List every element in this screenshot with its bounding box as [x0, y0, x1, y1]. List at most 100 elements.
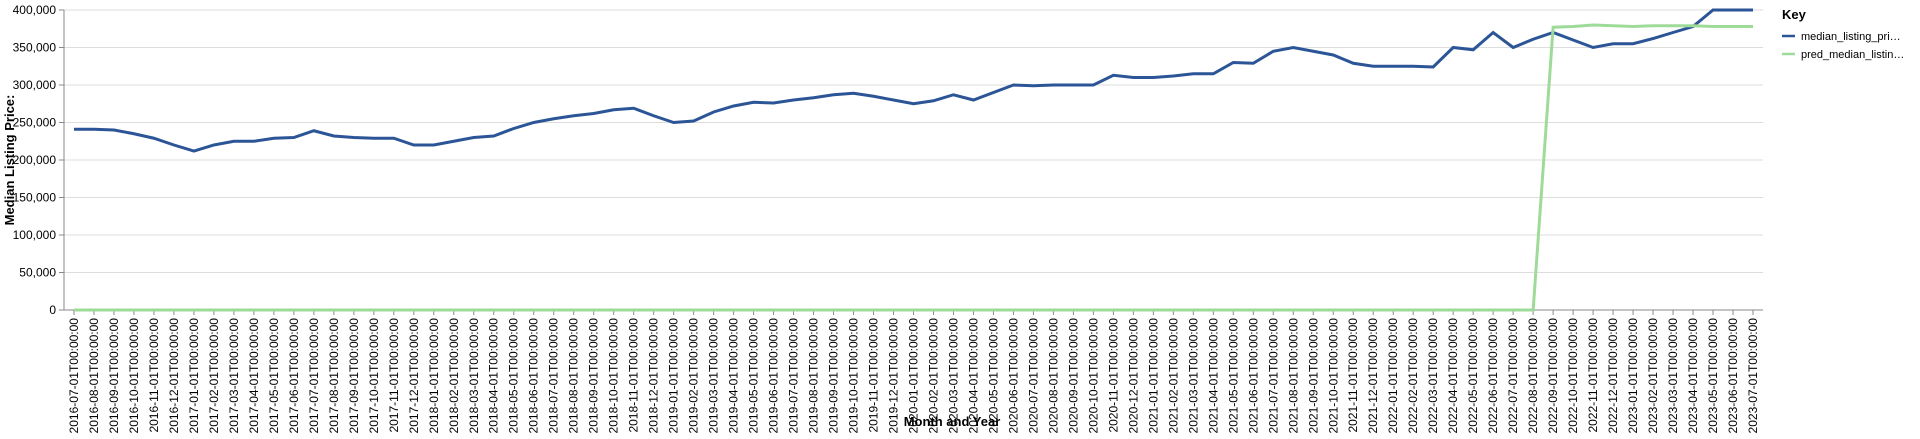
x-tick-label: 2020-08-01T00:00:00 [1046, 318, 1060, 434]
x-tick-label: 2017-10-01T00:00:00 [367, 318, 381, 434]
x-tick-label: 2023-02-01T00:00:00 [1646, 318, 1660, 434]
x-tick-label: 2019-02-01T00:00:00 [687, 318, 701, 434]
x-tick-label: 2021-11-01T00:00:00 [1346, 318, 1360, 433]
x-tick-label: 2018-01-01T00:00:00 [427, 318, 441, 434]
x-tick-label: 2018-06-01T00:00:00 [527, 318, 541, 434]
y-axis-title: Median Listing Price: [2, 95, 17, 226]
x-tick-label: 2019-04-01T00:00:00 [727, 318, 741, 434]
x-tick-label: 2022-12-01T00:00:00 [1606, 318, 1620, 434]
x-tick-label: 2017-08-01T00:00:00 [327, 318, 341, 434]
x-tick-label: 2023-05-01T00:00:00 [1706, 318, 1720, 434]
x-tick-label: 2019-10-01T00:00:00 [847, 318, 861, 434]
x-tick-label: 2022-10-01T00:00:00 [1566, 318, 1580, 434]
x-tick-label: 2022-09-01T00:00:00 [1546, 318, 1560, 434]
x-tick-label: 2017-03-01T00:00:00 [227, 318, 241, 434]
x-tick-label: 2019-09-01T00:00:00 [827, 318, 841, 434]
x-tick-label: 2017-06-01T00:00:00 [287, 318, 301, 434]
x-tick-label: 2017-07-01T00:00:00 [307, 318, 321, 434]
x-tick-label: 2023-06-01T00:00:00 [1726, 318, 1740, 434]
legend-label: median_listing_pri… [1801, 31, 1901, 43]
x-tick-label: 2023-01-01T00:00:00 [1626, 318, 1640, 434]
x-tick-label: 2020-07-01T00:00:00 [1026, 318, 1040, 434]
x-tick-label: 2017-01-01T00:00:00 [187, 318, 201, 434]
x-tick-label: 2018-02-01T00:00:00 [447, 318, 461, 434]
x-tick-label: 2019-05-01T00:00:00 [747, 318, 761, 434]
x-tick-label: 2018-05-01T00:00:00 [507, 318, 521, 434]
x-tick-label: 2022-07-01T00:00:00 [1506, 318, 1520, 434]
x-axis-title: Month and Year [904, 414, 1001, 429]
x-tick-label: 2020-03-01T00:00:00 [946, 318, 960, 434]
x-tick-label: 2022-08-01T00:00:00 [1526, 318, 1540, 434]
legend-title: Key [1782, 7, 1807, 22]
y-tick-label: 100,000 [13, 228, 57, 242]
y-tick-label: 300,000 [13, 78, 57, 92]
x-tick-label: 2020-05-01T00:00:00 [986, 318, 1000, 434]
x-tick-label: 2017-04-01T00:00:00 [247, 318, 261, 434]
x-tick-label: 2022-03-01T00:00:00 [1426, 318, 1440, 434]
x-tick-label: 2019-03-01T00:00:00 [707, 318, 721, 434]
x-tick-label: 2020-06-01T00:00:00 [1006, 318, 1020, 434]
x-tick-label: 2016-07-01T00:00:00 [67, 318, 81, 434]
x-tick-label: 2019-07-01T00:00:00 [787, 318, 801, 434]
x-tick-label: 2018-03-01T00:00:00 [467, 318, 481, 434]
x-tick-label: 2019-11-01T00:00:00 [867, 318, 881, 433]
y-tick-label: 250,000 [13, 116, 57, 130]
x-tick-label: 2018-09-01T00:00:00 [587, 318, 601, 434]
x-tick-label: 2023-04-01T00:00:00 [1686, 318, 1700, 434]
x-tick-label: 2019-01-01T00:00:00 [667, 318, 681, 434]
x-tick-label: 2018-10-01T00:00:00 [607, 318, 621, 434]
y-tick-label: 50,000 [19, 266, 56, 280]
x-tick-label: 2020-04-01T00:00:00 [966, 318, 980, 434]
x-tick-label: 2021-09-01T00:00:00 [1306, 318, 1320, 434]
x-tick-label: 2022-02-01T00:00:00 [1406, 318, 1420, 434]
x-tick-label: 2018-08-01T00:00:00 [567, 318, 581, 434]
x-tick-label: 2017-09-01T00:00:00 [347, 318, 361, 434]
x-tick-label: 2021-08-01T00:00:00 [1286, 318, 1300, 434]
x-tick-label: 2023-07-01T00:00:00 [1746, 318, 1760, 434]
series-line [73, 23, 1754, 312]
x-tick-label: 2017-12-01T00:00:00 [407, 318, 421, 434]
x-tick-label: 2021-10-01T00:00:00 [1326, 318, 1340, 434]
x-tick-label: 2020-12-01T00:00:00 [1126, 318, 1140, 434]
x-tick-label: 2018-11-01T00:00:00 [627, 318, 641, 433]
y-tick-label: 200,000 [13, 153, 57, 167]
x-tick-label: 2021-01-01T00:00:00 [1146, 318, 1160, 434]
x-tick-label: 2021-07-01T00:00:00 [1266, 318, 1280, 434]
y-tick-label: 0 [49, 303, 56, 317]
x-tick-label: 2022-01-01T00:00:00 [1386, 318, 1400, 434]
x-tick-label: 2021-05-01T00:00:00 [1226, 318, 1240, 434]
x-tick-label: 2022-05-01T00:00:00 [1466, 318, 1480, 434]
x-tick-label: 2017-02-01T00:00:00 [207, 318, 221, 434]
legend-label: pred_median_listin… [1801, 49, 1904, 61]
x-tick-label: 2019-06-01T00:00:00 [767, 318, 781, 434]
x-tick-label: 2020-01-01T00:00:00 [907, 318, 921, 434]
x-tick-label: 2018-12-01T00:00:00 [647, 318, 661, 434]
x-tick-label: 2021-02-01T00:00:00 [1166, 318, 1180, 434]
x-tick-label: 2019-12-01T00:00:00 [887, 318, 901, 434]
x-tick-label: 2016-10-01T00:00:00 [127, 318, 141, 434]
y-tick-label: 400,000 [13, 3, 57, 17]
x-tick-label: 2019-08-01T00:00:00 [807, 318, 821, 434]
x-tick-label: 2016-08-01T00:00:00 [87, 318, 101, 434]
x-tick-label: 2020-09-01T00:00:00 [1066, 318, 1080, 434]
x-tick-label: 2021-12-01T00:00:00 [1366, 318, 1380, 434]
x-tick-label: 2021-06-01T00:00:00 [1246, 318, 1260, 434]
x-tick-label: 2020-02-01T00:00:00 [926, 318, 940, 434]
x-tick-label: 2016-09-01T00:00:00 [107, 318, 121, 434]
x-tick-label: 2021-04-01T00:00:00 [1206, 318, 1220, 434]
x-tick-label: 2020-10-01T00:00:00 [1086, 318, 1100, 434]
x-tick-label: 2022-11-01T00:00:00 [1586, 318, 1600, 433]
x-tick-label: 2017-11-01T00:00:00 [387, 318, 401, 433]
x-tick-label: 2022-04-01T00:00:00 [1446, 318, 1460, 434]
y-tick-label: 350,000 [13, 41, 57, 55]
x-tick-label: 2018-07-01T00:00:00 [547, 318, 561, 434]
x-tick-label: 2020-11-01T00:00:00 [1106, 318, 1120, 433]
x-tick-label: 2023-03-01T00:00:00 [1666, 318, 1680, 434]
y-tick-label: 150,000 [13, 191, 57, 205]
x-tick-label: 2021-03-01T00:00:00 [1186, 318, 1200, 434]
x-tick-label: 2022-06-01T00:00:00 [1486, 318, 1500, 434]
x-tick-label: 2016-11-01T00:00:00 [147, 318, 161, 433]
series-line [73, 8, 1754, 153]
